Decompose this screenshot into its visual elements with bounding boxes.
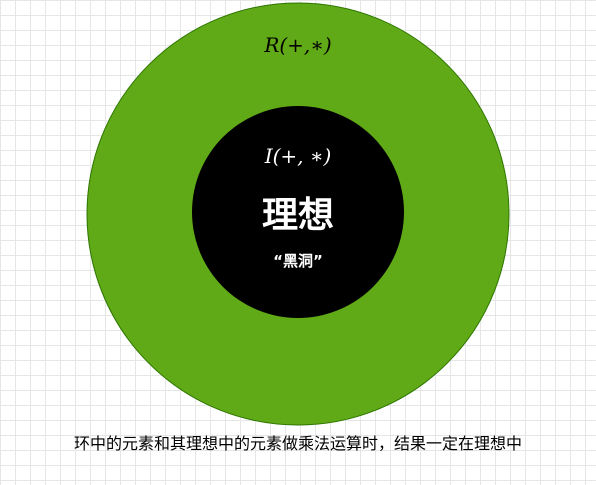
ideal-title: 理想 [262,195,334,236]
ideal-subtitle: “黑洞” [273,252,323,270]
ideal-circle [192,106,404,318]
ring-label: R(+,∗) [263,33,331,57]
ideal-label: I(+, ∗) [264,144,332,168]
diagram-caption: 环中的元素和其理想中的元素做乘法运算时，结果一定在理想中 [73,434,522,453]
